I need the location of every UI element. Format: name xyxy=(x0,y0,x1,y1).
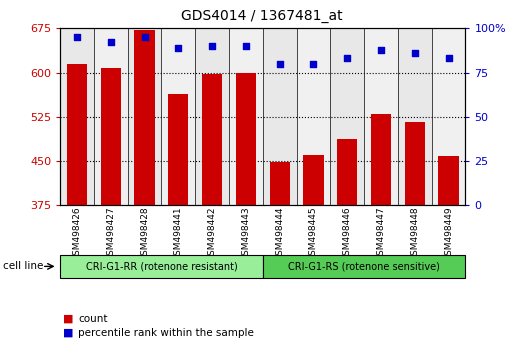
Bar xyxy=(134,30,155,205)
Point xyxy=(377,47,385,52)
Point xyxy=(242,43,250,49)
Bar xyxy=(431,28,465,205)
Bar xyxy=(229,28,263,205)
Bar xyxy=(67,64,87,205)
Text: cell line: cell line xyxy=(3,261,43,272)
Bar xyxy=(398,28,431,205)
Point xyxy=(140,34,149,40)
Text: count: count xyxy=(78,314,108,324)
Text: GDS4014 / 1367481_at: GDS4014 / 1367481_at xyxy=(180,9,343,23)
Bar xyxy=(128,28,162,205)
Bar xyxy=(94,28,128,205)
Bar xyxy=(168,95,188,205)
Bar xyxy=(162,28,195,205)
Bar xyxy=(337,139,357,205)
Bar xyxy=(236,73,256,205)
Bar xyxy=(195,28,229,205)
Point xyxy=(107,40,115,45)
Bar xyxy=(364,28,398,205)
Text: CRI-G1-RR (rotenone resistant): CRI-G1-RR (rotenone resistant) xyxy=(86,261,237,272)
Text: ■: ■ xyxy=(63,328,73,338)
Bar xyxy=(269,162,290,205)
Bar xyxy=(263,28,297,205)
Text: ■: ■ xyxy=(63,314,73,324)
Bar xyxy=(405,121,425,205)
Bar xyxy=(60,28,94,205)
Point xyxy=(174,45,183,51)
Bar xyxy=(371,114,391,205)
Point xyxy=(208,43,217,49)
Bar xyxy=(100,68,121,205)
Point xyxy=(276,61,284,67)
Bar xyxy=(297,28,331,205)
Point xyxy=(309,61,317,67)
Bar xyxy=(438,156,459,205)
Bar xyxy=(202,74,222,205)
Point xyxy=(343,56,351,61)
Bar xyxy=(331,28,364,205)
Point xyxy=(73,34,81,40)
Text: percentile rank within the sample: percentile rank within the sample xyxy=(78,328,254,338)
Bar xyxy=(303,155,324,205)
Text: CRI-G1-RS (rotenone sensitive): CRI-G1-RS (rotenone sensitive) xyxy=(288,261,440,272)
Point xyxy=(445,56,453,61)
Point xyxy=(411,50,419,56)
